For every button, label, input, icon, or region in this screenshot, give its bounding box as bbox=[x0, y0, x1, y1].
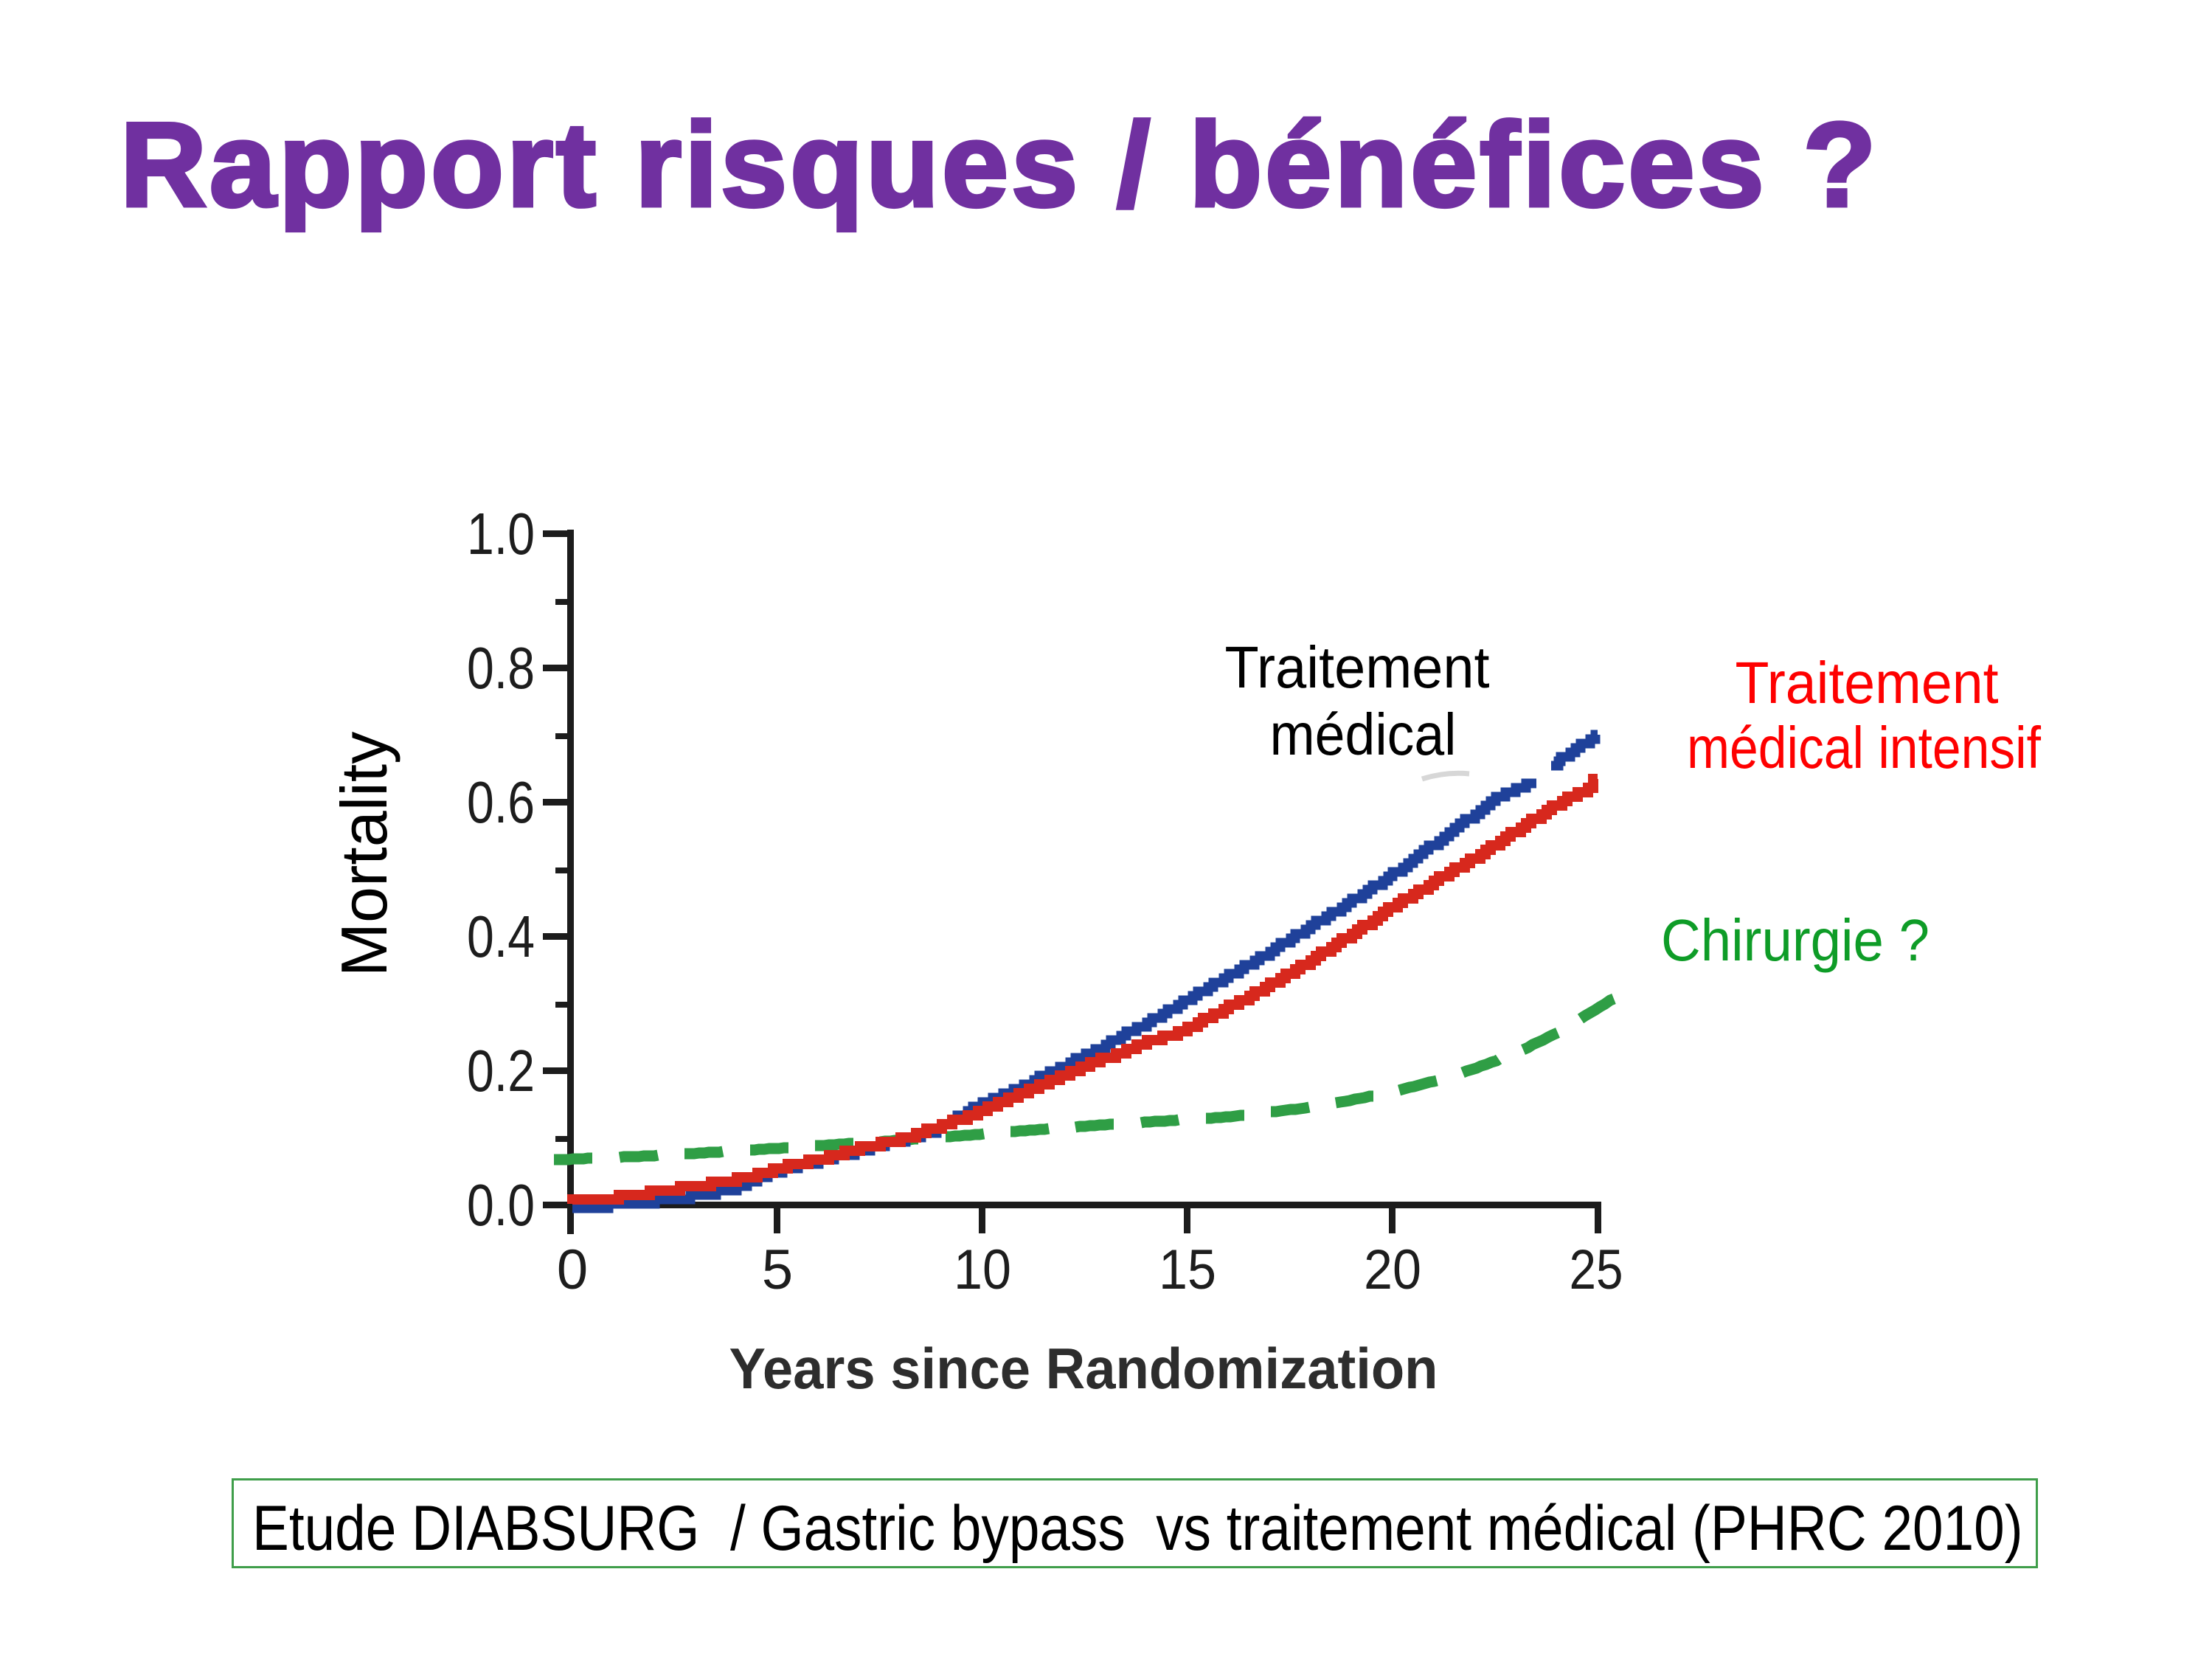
svg-text:Years since Randomization: Years since Randomization bbox=[729, 1336, 1438, 1401]
svg-text:0.4: 0.4 bbox=[467, 904, 535, 969]
svg-text:Traitement: Traitement bbox=[1736, 650, 1999, 716]
svg-text:5: 5 bbox=[762, 1239, 793, 1301]
svg-text:Traitement: Traitement bbox=[1225, 634, 1490, 700]
svg-text:médical: médical bbox=[1270, 702, 1457, 767]
svg-text:15: 15 bbox=[1159, 1239, 1216, 1301]
svg-text:0.0: 0.0 bbox=[467, 1172, 535, 1238]
svg-text:0.6: 0.6 bbox=[467, 769, 535, 835]
svg-text:25: 25 bbox=[1570, 1239, 1623, 1301]
svg-text:Mortality: Mortality bbox=[327, 732, 401, 977]
svg-text:20: 20 bbox=[1364, 1239, 1421, 1301]
svg-text:1.0: 1.0 bbox=[467, 501, 535, 567]
svg-text:0.8: 0.8 bbox=[467, 635, 535, 701]
svg-text:0: 0 bbox=[557, 1239, 588, 1301]
svg-text:10: 10 bbox=[954, 1239, 1011, 1301]
svg-text:Chirurgie ?: Chirurgie ? bbox=[1661, 907, 1930, 973]
svg-text:médical intensif: médical intensif bbox=[1687, 715, 2042, 780]
svg-text:0.2: 0.2 bbox=[467, 1038, 535, 1104]
